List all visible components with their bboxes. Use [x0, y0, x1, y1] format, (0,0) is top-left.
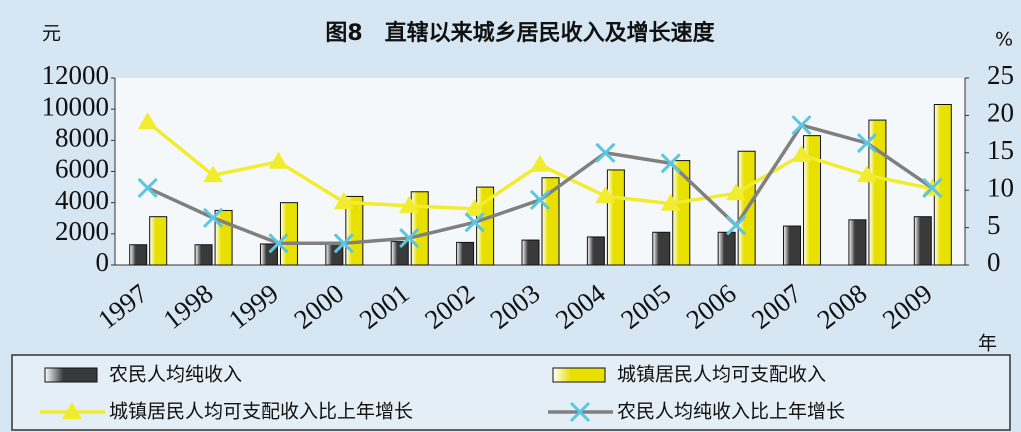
legend-marker-shape [569, 401, 591, 423]
marker [660, 153, 681, 174]
bar [848, 219, 867, 266]
bar [606, 169, 625, 266]
legend-marker [569, 401, 591, 423]
bar [913, 216, 932, 266]
y2-axis-label: % [995, 29, 1013, 51]
marker [595, 186, 616, 204]
marker [922, 177, 943, 199]
bar [803, 135, 822, 266]
marker [464, 212, 485, 233]
bar [672, 160, 691, 266]
bar [521, 239, 540, 266]
marker [660, 193, 681, 211]
y-tick-label: 6000 [55, 154, 109, 184]
marker [726, 215, 747, 236]
bar [652, 231, 671, 266]
marker [203, 207, 224, 228]
bar [717, 231, 736, 266]
bar [390, 241, 409, 266]
marker [464, 198, 485, 216]
marker [333, 192, 354, 210]
y-tick-label: 4000 [55, 185, 109, 215]
legend-marker [62, 402, 82, 419]
y-tick-label: 12000 [42, 60, 110, 90]
marker [137, 177, 158, 199]
marker [791, 115, 812, 136]
bar [586, 236, 605, 266]
y2-tick-label: 20 [987, 98, 1014, 128]
bar [149, 216, 168, 266]
bar [194, 244, 213, 266]
bar [456, 241, 475, 266]
legend-label: 农民人均纯收入 [109, 364, 242, 386]
y2-tick-label: 0 [987, 247, 1001, 277]
marker [791, 145, 812, 163]
legend-marker-shape [62, 402, 82, 419]
y2-tick-label: 5 [987, 210, 1001, 240]
y-tick-label: 0 [96, 247, 110, 277]
bar [783, 225, 802, 266]
marker [399, 195, 420, 213]
marker [268, 151, 289, 169]
legend-label: 农民人均纯收入比上年增长 [617, 401, 845, 423]
legend-label: 城镇居民人均可支配收入 [617, 364, 826, 386]
y-tick-label: 8000 [55, 123, 109, 153]
marker [399, 228, 420, 249]
bar [868, 119, 887, 266]
y2-tick-label: 15 [987, 135, 1014, 165]
y-tick-label: 10000 [42, 91, 110, 121]
bar [129, 244, 148, 266]
legend-swatch [552, 367, 606, 383]
y2-tick-label: 10 [987, 172, 1014, 202]
x-axis-label: 年 [978, 333, 997, 355]
legend-box [11, 354, 1011, 431]
y2-tick-label: 25 [987, 60, 1014, 90]
marker [529, 189, 551, 210]
legend-swatch [44, 367, 98, 383]
marker [137, 112, 158, 130]
bar [541, 177, 560, 266]
marker [856, 133, 877, 154]
bar [410, 191, 429, 266]
y-tick-label: 2000 [55, 216, 109, 246]
legend-label: 城镇居民人均可支配收入比上年增长 [109, 401, 413, 423]
chart-title: 图8 直辖以来城乡居民收入及增长速度 [325, 20, 715, 46]
marker [333, 233, 354, 254]
marker [595, 142, 616, 163]
marker [530, 154, 550, 172]
marker [203, 165, 224, 183]
marker [856, 165, 877, 183]
bar [279, 202, 298, 266]
marker [268, 233, 289, 254]
marker [726, 183, 747, 201]
y-axis-label: 元 [42, 23, 61, 45]
